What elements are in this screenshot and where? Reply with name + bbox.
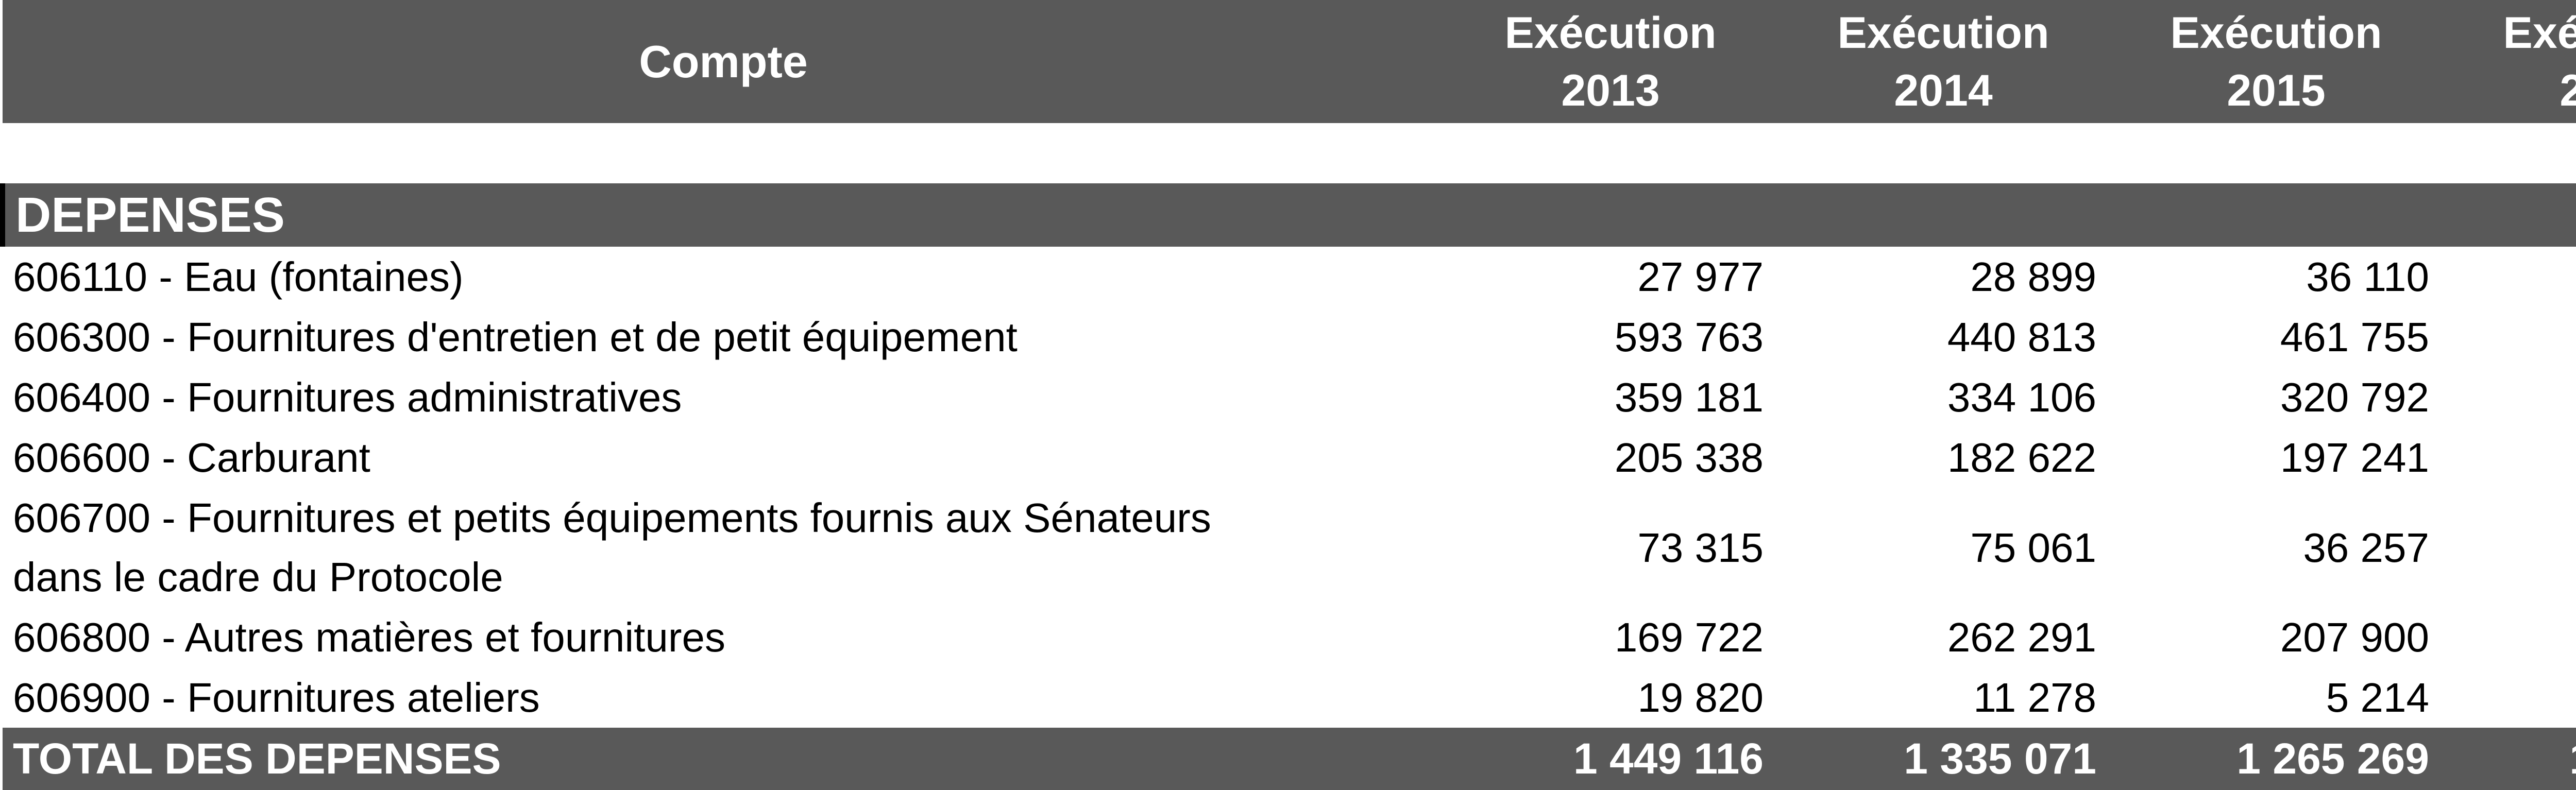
execution-header-line1: Exécution bbox=[1504, 8, 1717, 58]
value-cell: 283 558 bbox=[2443, 367, 2576, 427]
value-cell: 359 181 bbox=[1444, 367, 1777, 427]
execution-header-year: 2013 bbox=[1561, 65, 1660, 115]
value-cell: 196 635 bbox=[2443, 607, 2576, 667]
execution-header-line1: Exécution bbox=[2170, 8, 2382, 58]
table-row: 606900 - Fournitures ateliers 19 820 11 … bbox=[3, 667, 2576, 728]
value-cell: 11 278 bbox=[1777, 667, 2110, 728]
value-cell: 334 106 bbox=[1777, 367, 2110, 427]
execution-2014-header: Exécution 2014 bbox=[1777, 0, 2110, 123]
table-row: 606700 - Fournitures et petits équipemen… bbox=[3, 488, 2576, 607]
account-column-header: Compte bbox=[3, 0, 1444, 123]
value-cell: 27 977 bbox=[1444, 247, 1777, 307]
total-value-cell: 1 335 071 bbox=[1904, 734, 2096, 783]
total-value-cell: 1 147 125 bbox=[2443, 728, 2576, 790]
execution-header-year: 2014 bbox=[1894, 65, 1993, 115]
table-row: 606400 - Fournitures administratives 359… bbox=[3, 367, 2576, 427]
table-row: 606300 - Fournitures d'entretien et de p… bbox=[3, 307, 2576, 367]
value-cell: 182 622 bbox=[1777, 427, 2110, 488]
section-header-row: DEPENSES bbox=[0, 183, 2576, 247]
section-title-cell: DEPENSES bbox=[0, 183, 2576, 247]
execution-2016-header: Exécution 2016 bbox=[2443, 0, 2576, 123]
execution-2015-header: Exécution 2015 bbox=[2110, 0, 2443, 123]
value-cell: 73 315 bbox=[1444, 488, 1777, 607]
total-row: TOTAL DES DEPENSES 1 449 116 1 335 071 1… bbox=[3, 728, 2576, 790]
account-label-cell: 606400 - Fournitures administratives bbox=[3, 367, 1444, 427]
account-label-cell: 606800 - Autres matières et fournitures bbox=[3, 607, 1444, 667]
account-label-cell: 606600 - Carburant bbox=[3, 427, 1444, 488]
value-cell: 29 028 bbox=[2443, 247, 2576, 307]
account-label-cell: 606110 - Eau (fontaines) bbox=[3, 247, 1444, 307]
table-row: 606110 - Eau (fontaines) 27 977 28 899 3… bbox=[3, 247, 2576, 307]
execution-header-line1: Exécution bbox=[2503, 8, 2576, 58]
account-label-cell: 606700 - Fournitures et petits équipemen… bbox=[3, 488, 1444, 607]
value-cell: 36 257 bbox=[2110, 488, 2443, 607]
value-cell: 262 291 bbox=[1777, 607, 2110, 667]
value-cell: 26 856 bbox=[2443, 488, 2576, 607]
section-title: DEPENSES bbox=[15, 187, 285, 243]
table-row: 606800 - Autres matières et fournitures … bbox=[3, 607, 2576, 667]
execution-header-year: 2015 bbox=[2227, 65, 2326, 115]
spacer-row bbox=[3, 123, 2576, 183]
total-value-cell: 1 265 269 bbox=[2236, 734, 2429, 783]
account-column-header-label: Compte bbox=[639, 36, 808, 87]
value-cell: 407 286 bbox=[2443, 307, 2576, 367]
account-label-cell: 606900 - Fournitures ateliers bbox=[3, 667, 1444, 728]
value-cell: 593 763 bbox=[1444, 307, 1777, 367]
value-cell: 169 722 bbox=[1444, 607, 1777, 667]
table-row: 606600 - Carburant 205 338 182 622 197 2… bbox=[3, 427, 2576, 488]
value-cell: 440 813 bbox=[1777, 307, 2110, 367]
value-cell: 320 792 bbox=[2110, 367, 2443, 427]
value-cell: 5 214 bbox=[2110, 667, 2443, 728]
value-cell: 197 241 bbox=[2110, 427, 2443, 488]
value-cell: 19 820 bbox=[1444, 667, 1777, 728]
spacer-cell bbox=[3, 123, 2576, 183]
value-cell: 461 755 bbox=[2110, 307, 2443, 367]
value-cell: 27 456 bbox=[2443, 667, 2576, 728]
value-cell: 207 900 bbox=[2110, 607, 2443, 667]
total-value-cell: 1 449 116 bbox=[1573, 734, 1764, 783]
value-cell: 28 899 bbox=[1777, 247, 2110, 307]
value-cell: 36 110 bbox=[2110, 247, 2443, 307]
execution-header-year: 2016 bbox=[2560, 65, 2576, 115]
account-label-cell: 606300 - Fournitures d'entretien et de p… bbox=[3, 307, 1444, 367]
value-cell: 75 061 bbox=[1777, 488, 2110, 607]
execution-header-line1: Exécution bbox=[1837, 8, 2049, 58]
value-cell: 205 338 bbox=[1444, 427, 1777, 488]
value-cell: 176 307 bbox=[2443, 427, 2576, 488]
total-label-cell: TOTAL DES DEPENSES bbox=[13, 734, 501, 783]
execution-2013-header: Exécution 2013 bbox=[1444, 0, 1777, 123]
table-header-row: Compte Exécution 2013 Exécution 2014 Exé… bbox=[3, 0, 2576, 123]
